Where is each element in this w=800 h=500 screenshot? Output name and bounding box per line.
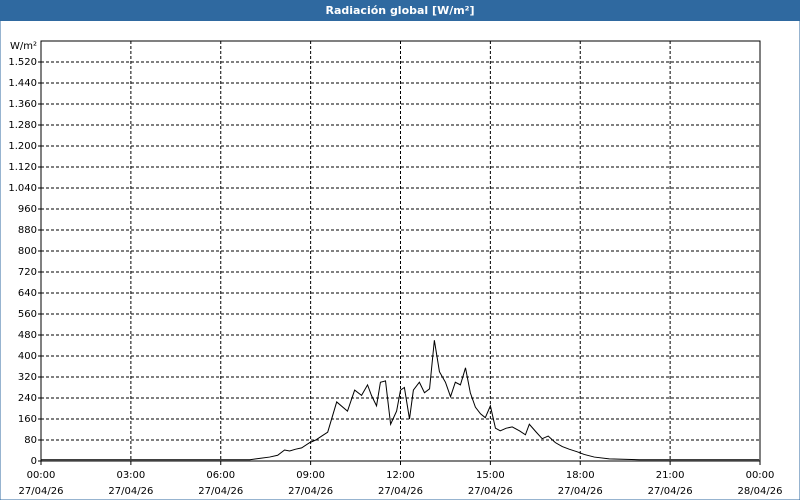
y-tick-label: 0 <box>31 456 37 467</box>
plot-frame <box>40 40 761 462</box>
x-tick-date: 27/04/26 <box>468 486 513 497</box>
y-tick-label: 320 <box>18 372 37 383</box>
y-tick-label: 1.280 <box>8 120 37 131</box>
y-tick-label: 80 <box>24 435 37 446</box>
y-tick-label: 400 <box>18 351 37 362</box>
y-tick-label: 800 <box>18 246 37 257</box>
data-line <box>41 340 760 461</box>
x-tick-label: 06:00 <box>206 470 235 481</box>
y-unit-label: W/m² <box>10 41 37 52</box>
x-tick-date: 27/04/26 <box>108 486 153 497</box>
y-tick-label: 560 <box>18 309 37 320</box>
x-tick-date: 27/04/26 <box>378 486 423 497</box>
y-tick-label: 880 <box>18 225 37 236</box>
y-tick-label: 960 <box>18 204 37 215</box>
x-tick-date: 27/04/26 <box>558 486 603 497</box>
y-tick-label: 480 <box>18 330 37 341</box>
y-tick-label: 1.120 <box>8 162 37 173</box>
x-tick-label: 21:00 <box>656 470 685 481</box>
y-tick-label: 1.200 <box>8 141 37 152</box>
y-tick-label: 1.440 <box>8 78 37 89</box>
y-tick-label: 1.040 <box>8 183 37 194</box>
y-tick-label: 1.360 <box>8 99 37 110</box>
x-tick-label: 03:00 <box>116 470 145 481</box>
x-tick-label: 00:00 <box>746 470 775 481</box>
x-tick-label: 15:00 <box>476 470 505 481</box>
x-tick-date: 27/04/26 <box>288 486 333 497</box>
y-tick-label: 1.520 <box>8 57 37 68</box>
x-tick-date: 27/04/26 <box>648 486 693 497</box>
y-tick-label: 240 <box>18 393 37 404</box>
y-tick-label: 720 <box>18 267 37 278</box>
x-tick-label: 00:00 <box>27 470 56 481</box>
title-bar <box>0 0 800 21</box>
x-tick-label: 12:00 <box>386 470 415 481</box>
chart-title: Radiación global [W/m²] <box>325 4 474 17</box>
y-tick-label: 640 <box>18 288 37 299</box>
x-tick-label: 18:00 <box>566 470 595 481</box>
x-tick-date: 27/04/26 <box>19 486 64 497</box>
x-tick-date: 28/04/26 <box>738 486 783 497</box>
y-tick-label: 160 <box>18 414 37 425</box>
x-tick-date: 27/04/26 <box>198 486 243 497</box>
x-tick-label: 09:00 <box>296 470 325 481</box>
